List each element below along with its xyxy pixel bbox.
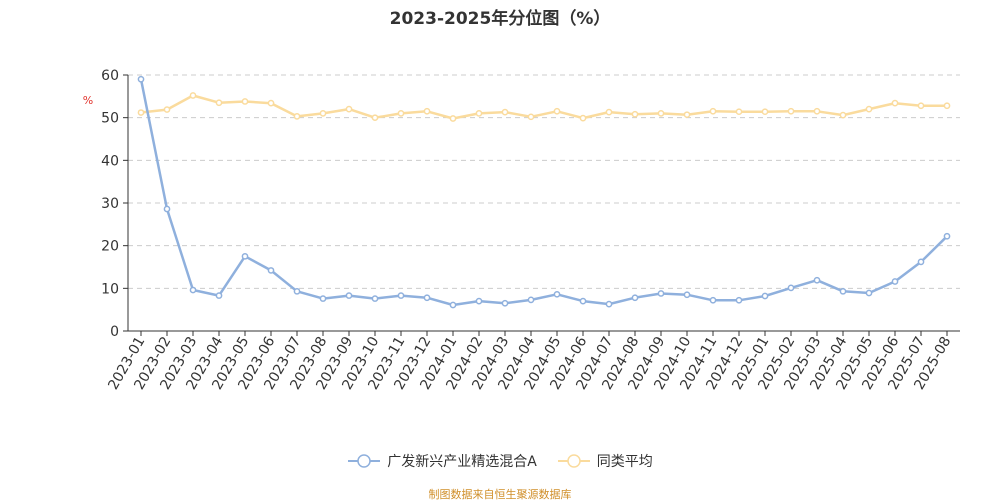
- grid-layer: [128, 74, 960, 289]
- data-point: [657, 110, 665, 117]
- y-tick-label: 0: [110, 324, 119, 340]
- y-axis-label: %: [83, 94, 93, 107]
- data-point: [891, 278, 899, 285]
- data-point: [735, 108, 743, 116]
- data-point: [189, 286, 197, 294]
- data-point: [241, 252, 249, 260]
- legend-marker: [567, 454, 581, 468]
- source-note: 制图数据来自恒生聚源数据库: [428, 488, 572, 501]
- data-point: [449, 115, 457, 122]
- data-point: [553, 107, 561, 115]
- data-point: [865, 289, 873, 297]
- data-point: [449, 301, 457, 309]
- data-point: [787, 284, 795, 292]
- data-point: [631, 110, 639, 118]
- data-point: [527, 113, 535, 121]
- data-point: [241, 98, 249, 105]
- data-point: [709, 107, 717, 115]
- data-point: [527, 296, 535, 304]
- data-point: [813, 107, 821, 115]
- data-point: [397, 292, 405, 299]
- y-tick-label: 30: [101, 196, 119, 212]
- data-point: [345, 105, 353, 113]
- data-point: [761, 292, 769, 300]
- data-point: [371, 295, 379, 302]
- legend-item[interactable]: 广发新兴产业精选混合A: [347, 451, 537, 471]
- data-point: [397, 110, 405, 117]
- data-point: [917, 102, 925, 110]
- legend-swatch-icon: [348, 454, 381, 468]
- data-point: [683, 291, 691, 299]
- data-point: [839, 287, 847, 295]
- data-point: [423, 294, 431, 302]
- data-point: [137, 75, 145, 83]
- legend-label: 同类平均: [596, 454, 653, 470]
- axis-layer: 0102030405060%2023-012023-022023-032023-…: [83, 68, 960, 393]
- data-point: [501, 108, 509, 116]
- data-point: [579, 114, 587, 122]
- y-tick-label: 40: [101, 153, 119, 169]
- legend-swatch-icon: [557, 454, 590, 468]
- data-point: [891, 99, 899, 107]
- data-point: [605, 108, 613, 116]
- y-tick-label: 20: [101, 239, 119, 255]
- series-layer: [137, 75, 951, 309]
- data-point: [839, 111, 847, 119]
- data-point: [215, 99, 223, 107]
- data-point: [293, 113, 301, 120]
- data-point: [423, 107, 431, 115]
- data-point: [267, 267, 275, 274]
- data-point: [735, 296, 743, 304]
- legend-label: 广发新兴产业精选混合A: [387, 454, 537, 470]
- data-point: [319, 110, 327, 117]
- data-point: [787, 107, 795, 115]
- data-point: [475, 297, 483, 305]
- data-point: [865, 105, 873, 113]
- data-point: [761, 108, 769, 116]
- chart-title: 2023-2025年分位图（%）: [389, 9, 611, 29]
- legend: 广发新兴产业精选混合A 同类平均: [0, 451, 1000, 471]
- data-point: [605, 300, 613, 308]
- series-line: [139, 79, 948, 307]
- data-point: [371, 114, 379, 122]
- data-point: [813, 276, 821, 284]
- data-point: [345, 292, 353, 299]
- data-point: [163, 205, 171, 213]
- data-point: [579, 297, 587, 305]
- data-point: [631, 294, 639, 302]
- data-point: [917, 258, 925, 266]
- data-point: [189, 92, 197, 99]
- y-tick-label: 60: [101, 68, 119, 84]
- data-point: [683, 111, 691, 119]
- legend-marker: [357, 454, 371, 468]
- data-point: [501, 299, 509, 307]
- legend-item[interactable]: 同类平均: [557, 451, 653, 471]
- data-point: [319, 295, 327, 302]
- data-point: [293, 287, 301, 295]
- series-line: [140, 94, 947, 120]
- y-tick-label: 50: [101, 111, 119, 127]
- data-point: [657, 290, 665, 297]
- data-point: [137, 109, 145, 116]
- data-point: [709, 296, 717, 304]
- data-point: [943, 232, 951, 240]
- data-point: [215, 292, 223, 299]
- data-point: [553, 290, 561, 298]
- data-point: [475, 110, 483, 117]
- data-point: [943, 102, 951, 110]
- y-tick-label: 10: [101, 281, 119, 297]
- data-point: [163, 106, 171, 113]
- data-point: [267, 99, 275, 107]
